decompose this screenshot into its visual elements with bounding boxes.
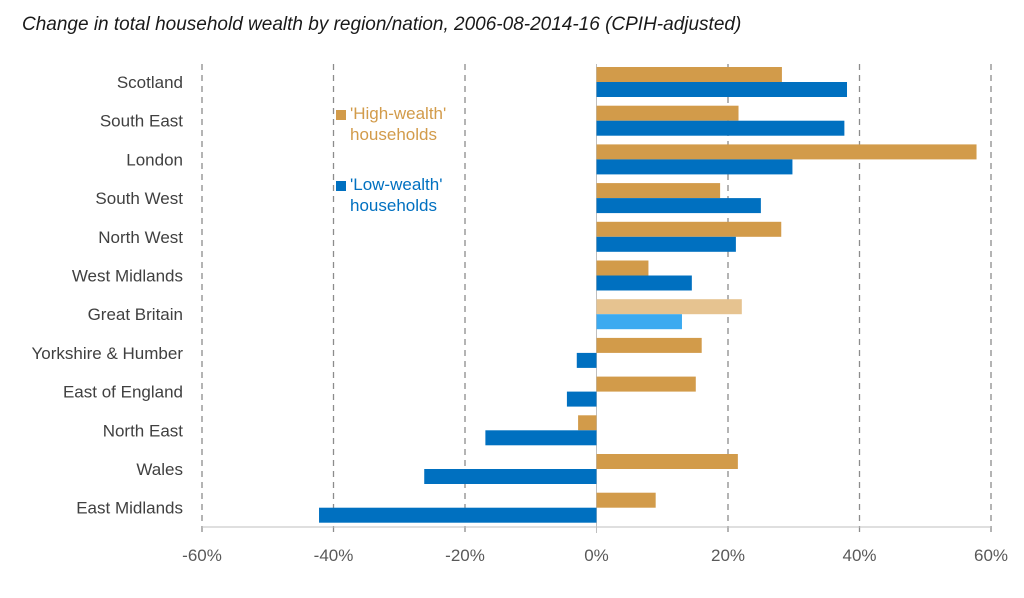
category-label: Yorkshire & Humber <box>32 344 184 363</box>
high-wealth-bar <box>596 299 742 315</box>
chart-title: Change in total household wealth by regi… <box>22 14 742 35</box>
category-label: Scotland <box>117 73 183 92</box>
category-label: Wales <box>136 460 183 479</box>
legend-label: households <box>350 125 437 144</box>
low-wealth-bar <box>596 120 845 136</box>
x-axis-ticks: -60% -40% -20% 0% 20% 40% 60% <box>182 546 1008 565</box>
high-wealth-bar <box>596 376 696 392</box>
category-label: North West <box>98 228 183 247</box>
legend-label: households <box>350 196 437 215</box>
category-label: East Midlands <box>76 499 183 518</box>
high-wealth-bar <box>596 337 702 353</box>
high-wealth-bar <box>596 105 739 121</box>
category-label: South East <box>100 112 183 131</box>
high-wealth-bar <box>596 221 782 237</box>
x-tick-label: 0% <box>584 546 609 565</box>
legend-label: 'High-wealth' <box>350 104 446 123</box>
x-tick-label: 60% <box>974 546 1008 565</box>
low-wealth-bar <box>566 391 597 407</box>
x-tick-label: 40% <box>842 546 876 565</box>
x-tick-label: -40% <box>314 546 354 565</box>
x-tick-label: -20% <box>445 546 485 565</box>
legend-marker <box>336 181 346 191</box>
low-wealth-bar <box>596 275 692 291</box>
x-tick-label: -60% <box>182 546 222 565</box>
legend-marker <box>336 110 346 120</box>
high-wealth-bar <box>596 492 656 508</box>
low-wealth-bar <box>596 236 736 252</box>
category-label: Great Britain <box>88 305 183 324</box>
high-wealth-bar <box>578 415 597 431</box>
high-wealth-bar <box>596 454 738 469</box>
low-wealth-bar <box>485 430 597 446</box>
low-wealth-bar <box>319 507 597 523</box>
category-labels: Scotland South East London South West North … <box>32 73 184 518</box>
low-wealth-bar <box>596 198 761 214</box>
low-wealth-bar <box>596 159 793 175</box>
x-tick-label: 20% <box>711 546 745 565</box>
bars <box>319 67 977 523</box>
legend: 'High-wealth' households 'Low-wealth' house… <box>336 104 446 215</box>
high-wealth-bar <box>596 260 649 276</box>
high-wealth-bar <box>596 144 977 160</box>
category-label: London <box>126 150 183 169</box>
low-wealth-bar <box>596 82 848 97</box>
legend-label: 'Low-wealth' <box>350 175 442 194</box>
low-wealth-bar <box>596 314 682 330</box>
high-wealth-bar <box>596 183 721 199</box>
high-wealth-bar <box>596 67 782 82</box>
category-label: North East <box>103 421 184 440</box>
category-label: West Midlands <box>72 267 183 286</box>
category-label: East of England <box>63 383 183 402</box>
low-wealth-bar <box>424 469 597 484</box>
low-wealth-bar <box>576 352 597 368</box>
category-label: South West <box>95 189 183 208</box>
